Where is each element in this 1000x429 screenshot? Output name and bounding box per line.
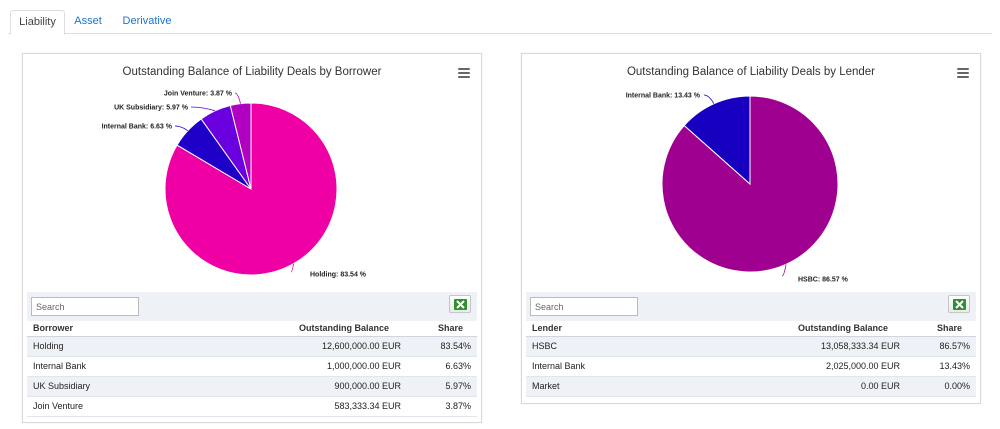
borrower-cell: UK Subsidiary: [27, 376, 217, 397]
tab-derivative[interactable]: Derivative: [122, 15, 172, 27]
table-row[interactable]: HSBC 13,058,333.34 EUR 86.57%: [526, 336, 976, 357]
export-excel-button[interactable]: [449, 295, 471, 313]
label-connector: [703, 94, 715, 104]
pie-slice-join-venture[interactable]: [229, 102, 252, 190]
table-row[interactable]: Internal Bank 1,000,000.00 EUR 6.63%: [27, 356, 477, 377]
borrower-chart-panel: Outstanding Balance of Liability Deals b…: [22, 53, 482, 423]
chart-menu-icon[interactable]: [957, 68, 969, 78]
column-header-balance[interactable]: Outstanding Balance: [217, 321, 407, 337]
export-excel-button[interactable]: [948, 295, 970, 313]
pie-slice-internal-bank[interactable]: [683, 95, 751, 186]
data-label: Holding: 83.54 %: [310, 272, 367, 279]
lender-table: Lender Outstanding Balance Share HSBC 13…: [526, 321, 976, 397]
lender-chart-panel: Outstanding Balance of Liability Deals b…: [521, 53, 981, 404]
chart-title: Outstanding Balance of Liability Deals b…: [123, 66, 382, 78]
borrower-cell: Join Venture: [27, 396, 217, 417]
share-cell: 86.57%: [906, 336, 976, 357]
column-header-share[interactable]: Share: [906, 321, 976, 337]
share-cell: 5.97%: [407, 376, 477, 397]
pie-slice-holding[interactable]: [164, 102, 338, 276]
table-row[interactable]: Internal Bank 2,025,000.00 EUR 13.43%: [526, 356, 976, 377]
table-row[interactable]: Holding 12,600,000.00 EUR 83.54%: [27, 336, 477, 357]
tab-asset[interactable]: Asset: [74, 15, 102, 27]
share-cell: 83.54%: [407, 336, 477, 357]
borrower-table: Borrower Outstanding Balance Share Holdi…: [27, 321, 477, 417]
chart-menu-icon[interactable]: [458, 68, 470, 78]
share-cell: 0.00%: [906, 376, 976, 397]
table-row[interactable]: Market 0.00 EUR 0.00%: [526, 376, 976, 397]
table-toolbar: [526, 292, 976, 321]
borrower-cell: Internal Bank: [27, 356, 217, 377]
lender-pie-chart: Outstanding Balance of Liability Deals b…: [626, 66, 876, 284]
share-cell: 6.63%: [407, 356, 477, 377]
excel-icon: [454, 299, 467, 310]
balance-cell: 0.00 EUR: [716, 376, 906, 397]
table-toolbar: [27, 292, 477, 321]
data-label: HSBC: 86.57 %: [798, 277, 849, 284]
balance-cell: 583,333.34 EUR: [217, 396, 407, 417]
chart-title: Outstanding Balance of Liability Deals b…: [627, 66, 875, 78]
search-input[interactable]: [530, 297, 638, 316]
data-label: Internal Bank: 13.43 %: [626, 93, 701, 100]
balance-cell: 900,000.00 EUR: [217, 376, 407, 397]
lender-cell: Internal Bank: [526, 356, 716, 377]
label-connector: [781, 264, 787, 277]
lender-cell: HSBC: [526, 336, 716, 357]
label-connector: [290, 263, 294, 273]
balance-cell: 13,058,333.34 EUR: [716, 336, 906, 357]
label-connector: [174, 125, 188, 132]
data-label: UK Subsidiary: 5.97 %: [114, 105, 189, 112]
data-label: Join Venture: 3.87 %: [164, 91, 233, 98]
share-cell: 3.87%: [407, 396, 477, 417]
table-row[interactable]: Join Venture 583,333.34 EUR 3.87%: [27, 396, 477, 417]
column-header-balance[interactable]: Outstanding Balance: [716, 321, 906, 337]
balance-cell: 2,025,000.00 EUR: [716, 356, 906, 377]
data-label: Internal Bank: 6.63 %: [102, 124, 173, 131]
borrower-cell: Holding: [27, 336, 217, 357]
excel-icon: [953, 299, 966, 310]
lender-cell: Market: [526, 376, 716, 397]
tab-liability[interactable]: Liability: [10, 10, 65, 35]
balance-cell: 12,600,000.00 EUR: [217, 336, 407, 357]
label-connector: [234, 92, 241, 104]
search-input[interactable]: [31, 297, 139, 316]
label-connector: [190, 106, 216, 112]
column-header-lender[interactable]: Lender: [526, 321, 716, 337]
column-header-borrower[interactable]: Borrower: [27, 321, 217, 337]
table-row[interactable]: UK Subsidiary 900,000.00 EUR 5.97%: [27, 376, 477, 397]
balance-cell: 1,000,000.00 EUR: [217, 356, 407, 377]
column-header-share[interactable]: Share: [407, 321, 477, 337]
borrower-pie-chart: Outstanding Balance of Liability Deals b…: [102, 66, 382, 279]
tab-bar: Liability Asset Derivative: [8, 10, 992, 35]
share-cell: 13.43%: [906, 356, 976, 377]
